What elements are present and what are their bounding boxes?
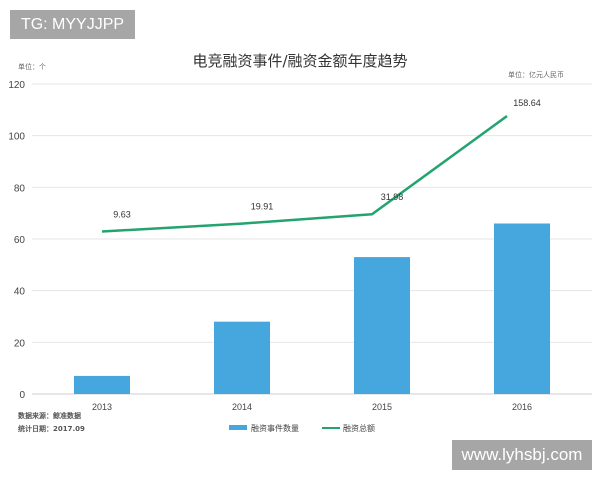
bar: [494, 223, 550, 394]
x-tick-label: 2015: [372, 402, 392, 412]
y-tick-label: 80: [14, 183, 26, 194]
y-tick-label: 60: [14, 235, 26, 246]
y-tick-label: 100: [8, 132, 25, 143]
y-tick-label: 0: [19, 390, 25, 401]
y-tick-label: 40: [14, 287, 26, 298]
legend-bar-swatch: [229, 425, 247, 430]
data-label: 19.91: [251, 202, 274, 212]
y-tick-label: 120: [8, 80, 25, 91]
data-label: 158.64: [513, 98, 541, 108]
line-series: [101, 115, 508, 233]
watermark-top-left: TG: MYYJJPP: [10, 10, 135, 39]
y-tick-label: 20: [14, 338, 26, 349]
data-label: 9.63: [113, 210, 131, 220]
source-note: 数据来源：鲸准数据: [18, 412, 81, 420]
watermark-bottom-right: www.lyhsbj.com: [452, 440, 592, 470]
bar: [214, 321, 270, 394]
date-note: 统计日期：2017.09: [18, 425, 85, 433]
bar: [354, 257, 410, 394]
x-tick-label: 2013: [92, 402, 112, 412]
data-label: 31.98: [381, 192, 404, 202]
legend-bar-label: 融资事件数量: [251, 423, 299, 433]
legend-line-label: 融资总额: [343, 423, 375, 433]
left-unit-label: 单位：个: [18, 63, 46, 71]
x-tick-label: 2016: [512, 402, 532, 412]
bar: [74, 375, 130, 394]
x-tick-label: 2014: [232, 402, 252, 412]
chart-title: 电竞融资事件/融资金额年度趋势: [192, 52, 408, 70]
right-unit-label: 单位：亿元人民币: [508, 71, 564, 79]
